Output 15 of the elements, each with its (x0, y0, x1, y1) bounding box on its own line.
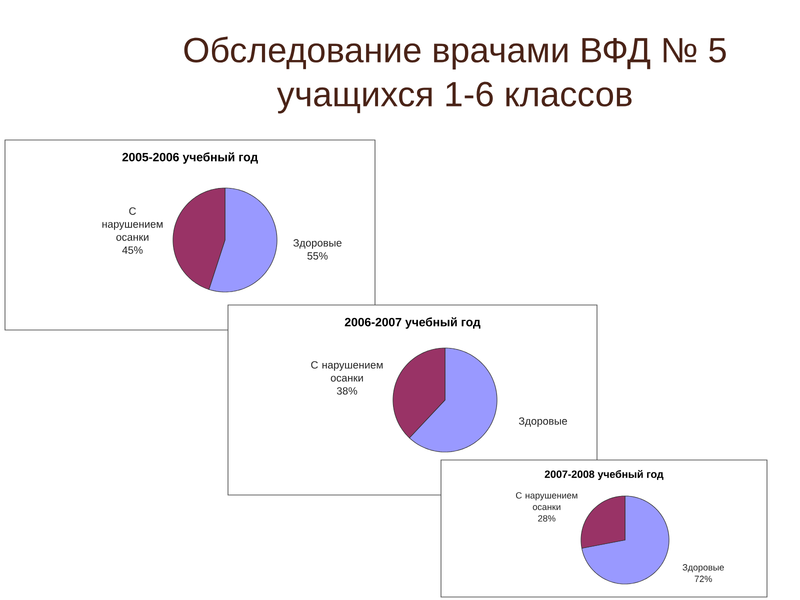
chart-title: 2006-2007 учебный год (344, 317, 480, 329)
slice-label: Здоровые (518, 417, 567, 427)
chart-title: 2005-2006 учебный год (122, 152, 258, 164)
data-label: 28% (538, 515, 556, 522)
slice-label: Здоровые (682, 564, 724, 572)
slice-label: Здоровые (293, 239, 342, 249)
data-label: 45% (122, 246, 143, 254)
text: Обследование врачами ВФД № 5 учащихся 1-6 классов (184, 36, 726, 114)
slice-label: С нарушением осанки (516, 492, 578, 510)
slice-label: С нарушением осанки (102, 207, 163, 241)
chart-title: 2007-2008 учебный год (544, 470, 664, 480)
data-label: 55% (307, 252, 328, 260)
data-label: 38% (336, 387, 358, 395)
data-label: 72% (694, 576, 712, 582)
slice-label: С нарушением осанки (311, 361, 383, 382)
